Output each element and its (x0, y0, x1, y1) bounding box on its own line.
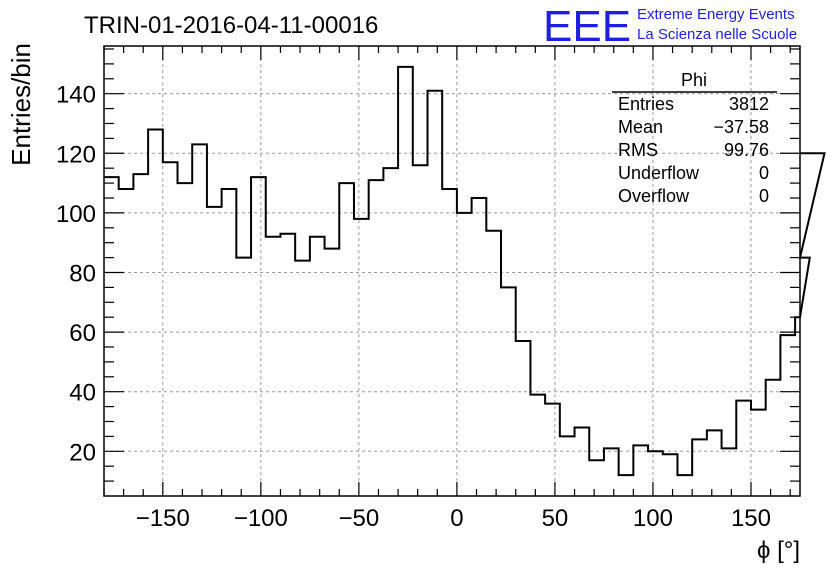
stats-label: Mean (618, 117, 663, 137)
y-tick-label: 120 (56, 141, 96, 168)
y-tick-label: 140 (56, 82, 96, 109)
chart-title: TRIN-01-2016-04-11-00016 (84, 12, 378, 39)
stats-box: Phi Entries 3812 Mean −37.58 RMS 99.76 Underfl… (612, 70, 777, 206)
grid (104, 46, 800, 496)
plot-frame (103, 45, 801, 497)
y-axis-label: Entries/bin (6, 43, 36, 166)
x-tick-label: 50 (542, 505, 569, 532)
y-tick-label: 60 (69, 320, 96, 347)
x-tick-label: −50 (339, 505, 380, 532)
y-tick-label: 100 (56, 201, 96, 228)
stats-label: RMS (618, 140, 658, 160)
axis-ticks (103, 46, 800, 496)
y-tick-label: 20 (69, 439, 96, 466)
y-tick-label: 80 (69, 260, 96, 287)
stats-label: Overflow (618, 186, 690, 206)
x-tick-label: −150 (136, 505, 190, 532)
eee-logo: EEE Extreme Energy Events La Scienza nel… (543, 2, 797, 51)
stats-label: Entries (618, 94, 674, 114)
x-tick-label: −100 (234, 505, 288, 532)
logo-mark: EEE (543, 2, 631, 51)
stats-value: −37.58 (713, 117, 769, 137)
x-axis-label: ϕ [°] (757, 537, 800, 564)
stats-label: Underflow (618, 163, 700, 183)
y-tick-label: 40 (69, 380, 96, 407)
y-tick-labels: 20 40 60 80 100 120 140 (56, 82, 96, 467)
x-tick-labels: −150 −100 −50 0 50 100 150 (136, 505, 771, 532)
stats-value: 3812 (729, 94, 769, 114)
logo-line-1: Extreme Energy Events (637, 6, 795, 23)
logo-line-2: La Scienza nelle Scuole (637, 26, 797, 43)
x-tick-label: 150 (731, 505, 771, 532)
x-tick-label: 0 (450, 505, 463, 532)
stats-value: 0 (759, 186, 769, 206)
histogram-line (104, 65, 826, 477)
x-tick-label: 100 (633, 505, 673, 532)
stats-value: 99.76 (724, 140, 769, 160)
stats-value: 0 (759, 163, 769, 183)
stats-title: Phi (681, 70, 707, 90)
